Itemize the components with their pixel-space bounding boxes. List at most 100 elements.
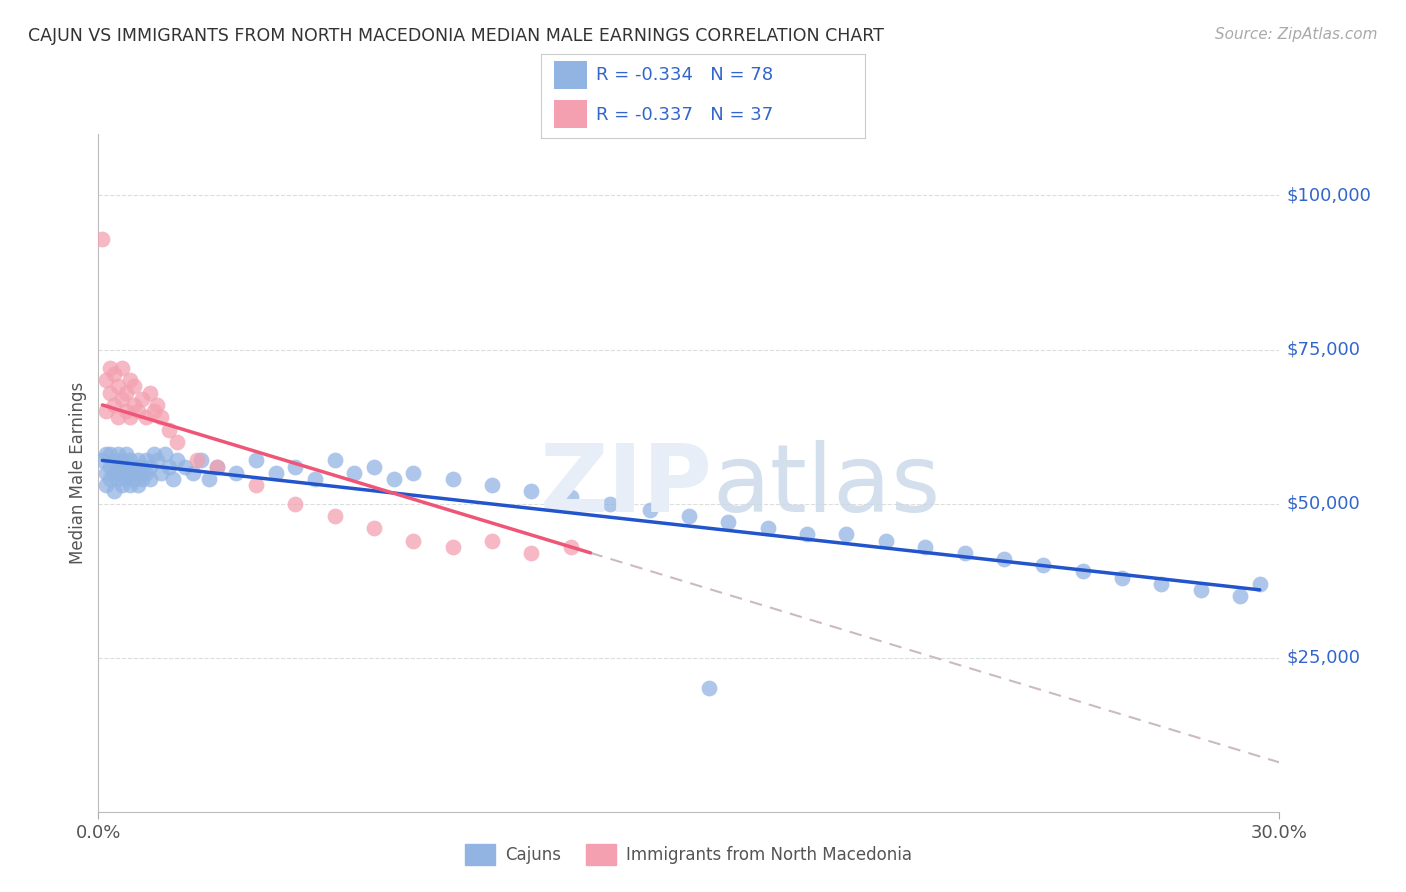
Point <box>225 466 247 480</box>
Point <box>1249 576 1271 591</box>
Point <box>115 447 138 461</box>
Point <box>103 466 125 480</box>
Point <box>1111 570 1133 584</box>
Point <box>304 472 326 486</box>
Point <box>162 472 184 486</box>
Point <box>103 367 125 381</box>
Text: R = -0.337   N = 37: R = -0.337 N = 37 <box>596 105 773 123</box>
Point <box>91 231 114 245</box>
Point <box>717 515 740 529</box>
Point <box>127 478 149 492</box>
Point <box>953 546 976 560</box>
Point <box>103 398 125 412</box>
Point <box>98 385 121 400</box>
Point <box>481 478 503 492</box>
Point <box>181 466 204 480</box>
Text: $75,000: $75,000 <box>1286 341 1361 359</box>
Point <box>98 361 121 376</box>
Point <box>363 521 385 535</box>
Point <box>678 508 700 523</box>
Point <box>481 533 503 548</box>
Bar <box>554 100 586 128</box>
Point <box>441 540 464 554</box>
Point <box>118 466 141 480</box>
Text: $100,000: $100,000 <box>1286 186 1371 204</box>
Point <box>520 546 543 560</box>
Point <box>1150 576 1173 591</box>
Y-axis label: Median Male Earnings: Median Male Earnings <box>69 382 87 564</box>
Point <box>122 398 145 412</box>
Point <box>98 459 121 474</box>
Point <box>111 466 134 480</box>
Point <box>245 453 267 467</box>
Point <box>914 540 936 554</box>
Point <box>96 373 118 387</box>
Point <box>98 472 121 486</box>
Point <box>402 466 425 480</box>
Point <box>1189 582 1212 597</box>
Point <box>146 398 169 412</box>
Point <box>343 466 366 480</box>
Point <box>993 552 1015 566</box>
Point <box>122 472 145 486</box>
Point <box>142 447 165 461</box>
Text: $25,000: $25,000 <box>1286 648 1361 666</box>
Point <box>111 361 134 376</box>
Point <box>142 404 165 418</box>
Point <box>520 484 543 499</box>
Point <box>135 410 157 425</box>
Point <box>284 459 307 474</box>
Point <box>96 447 118 461</box>
Point <box>323 453 346 467</box>
Point <box>166 453 188 467</box>
Point <box>118 453 141 467</box>
Point <box>131 472 153 486</box>
Point <box>138 385 160 400</box>
Point <box>155 447 177 461</box>
Point <box>131 459 153 474</box>
Point <box>560 540 582 554</box>
Point <box>205 459 228 474</box>
Point <box>127 404 149 418</box>
Point <box>111 478 134 492</box>
Point <box>107 472 129 486</box>
Point <box>107 447 129 461</box>
Point <box>96 404 118 418</box>
Point <box>186 453 208 467</box>
Text: Source: ZipAtlas.com: Source: ZipAtlas.com <box>1215 27 1378 42</box>
Text: atlas: atlas <box>713 441 941 533</box>
Point <box>107 459 129 474</box>
Point <box>131 392 153 406</box>
Legend: Cajuns, Immigrants from North Macedonia: Cajuns, Immigrants from North Macedonia <box>458 838 920 871</box>
Point <box>150 410 173 425</box>
Point <box>138 472 160 486</box>
Point <box>560 491 582 505</box>
Point <box>111 453 134 467</box>
Point <box>122 379 145 393</box>
Point <box>174 459 197 474</box>
Point <box>91 453 114 467</box>
Point <box>115 385 138 400</box>
Point <box>1071 565 1094 579</box>
Point <box>599 497 621 511</box>
Point <box>363 459 385 474</box>
Point <box>157 423 180 437</box>
Point <box>103 484 125 499</box>
Point <box>284 497 307 511</box>
Point <box>118 478 141 492</box>
Point <box>115 459 138 474</box>
Point <box>697 681 720 696</box>
Point <box>264 466 287 480</box>
Point <box>138 459 160 474</box>
Text: ZIP: ZIP <box>540 441 713 533</box>
Point <box>875 533 897 548</box>
Point <box>245 478 267 492</box>
Point <box>756 521 779 535</box>
Point <box>103 453 125 467</box>
Point <box>323 508 346 523</box>
Point <box>115 404 138 418</box>
Point <box>157 459 180 474</box>
Point <box>190 453 212 467</box>
Point <box>796 527 818 541</box>
Point <box>402 533 425 548</box>
